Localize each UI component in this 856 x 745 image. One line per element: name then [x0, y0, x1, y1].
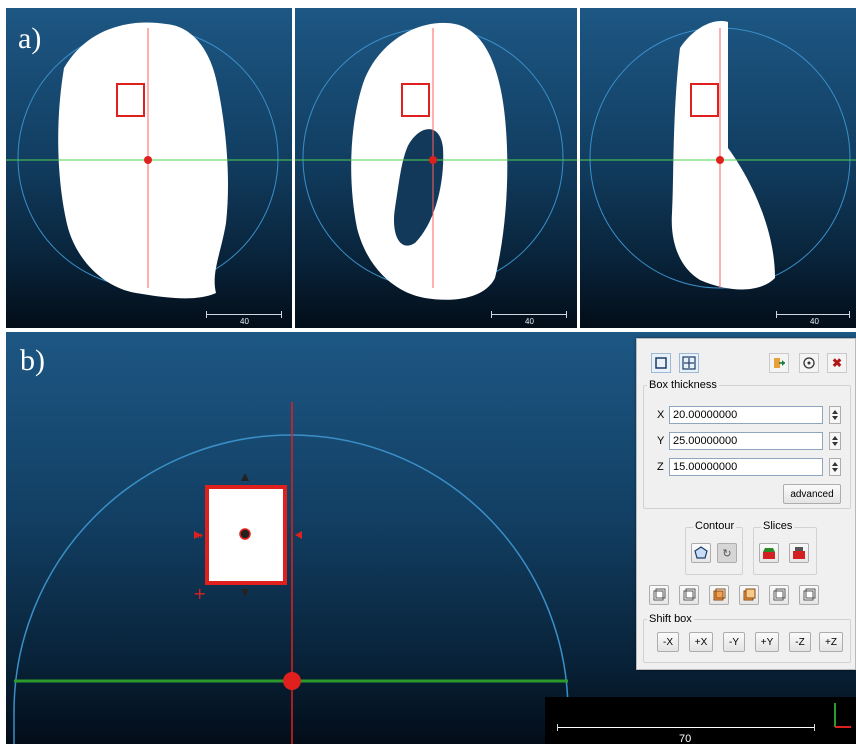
center-marker	[429, 156, 437, 164]
reset-icon[interactable]	[799, 353, 819, 373]
section-box-marker	[116, 83, 145, 117]
thickness-x-input[interactable]: 20.00000000	[669, 406, 823, 424]
field-label-z: Z	[657, 461, 664, 473]
close-icon[interactable]: ✖	[827, 353, 847, 373]
shift-plus-x-button[interactable]: +X	[689, 632, 713, 652]
view-panel-back[interactable]: 40	[295, 8, 577, 328]
handle-left	[194, 531, 201, 539]
figure-label-b: b)	[20, 344, 45, 377]
scale-bar	[776, 311, 850, 318]
thickness-z-stepper[interactable]	[829, 458, 841, 476]
field-label-x: X	[657, 409, 665, 421]
shift-minus-y-button[interactable]: -Y	[723, 632, 745, 652]
thickness-y-stepper[interactable]	[829, 432, 841, 450]
view-top-icon[interactable]	[649, 585, 669, 605]
scale-label: 40	[810, 317, 819, 326]
slice-export-icon[interactable]	[759, 543, 779, 563]
shift-plus-z-button[interactable]: +Z	[819, 632, 843, 652]
contour-title: Contour	[693, 520, 737, 532]
export-icon[interactable]	[769, 353, 789, 373]
slices-title: Slices	[761, 520, 795, 532]
box-select-icon[interactable]	[651, 353, 671, 373]
thickness-y-input[interactable]: 25.00000000	[669, 432, 823, 450]
field-label-y: Y	[657, 435, 665, 447]
axis-gizmo	[834, 703, 851, 728]
shift-plus-y-button[interactable]: +Y	[755, 632, 779, 652]
handle-right	[295, 531, 302, 539]
handle-bottom	[241, 589, 249, 597]
contour-polyline-icon[interactable]	[691, 543, 711, 563]
box-thickness-title: Box thickness	[647, 379, 719, 391]
view-left-icon[interactable]	[769, 585, 789, 605]
handle-left-glyph: ⇹	[194, 529, 203, 542]
section-view-canvas: ⇹ +	[13, 402, 569, 744]
thickness-x-stepper[interactable]	[829, 406, 841, 424]
point-cloud-back	[295, 22, 577, 300]
section-tool-dialog: ✖ Box thickness X 20.00000000 Y 25.00000…	[636, 338, 856, 670]
scale-label: 70	[679, 733, 692, 745]
thickness-z-input[interactable]: 15.00000000	[669, 458, 823, 476]
figure-label-a: a)	[18, 22, 42, 55]
shift-box-title: Shift box	[647, 613, 694, 625]
box-thickness-group	[643, 385, 851, 509]
view-panel-front[interactable]: a) 40	[6, 8, 292, 328]
point-cloud-front	[6, 22, 292, 299]
cross-marker: +	[193, 584, 206, 603]
center-marker	[716, 156, 724, 164]
point-cloud-side	[580, 21, 856, 290]
view-panel-side[interactable]: 40	[580, 8, 856, 328]
trackball-circle	[13, 434, 569, 744]
section-box-marker	[690, 83, 719, 117]
shape-silhouette	[671, 21, 775, 290]
advanced-button[interactable]: advanced	[783, 484, 841, 504]
center-marker	[283, 672, 301, 690]
box-center-handle	[239, 528, 251, 540]
center-icon[interactable]	[679, 353, 699, 373]
center-marker	[144, 156, 152, 164]
scale-bar	[557, 724, 815, 731]
view-back-icon[interactable]	[739, 585, 759, 605]
view-right-icon[interactable]	[799, 585, 819, 605]
scale-bar	[206, 311, 282, 318]
scale-label: 40	[240, 317, 249, 326]
scale-label: 40	[525, 317, 534, 326]
view-bottom-icon[interactable]	[679, 585, 699, 605]
scale-bar	[491, 311, 567, 318]
slice-multi-icon[interactable]	[789, 543, 809, 563]
shift-minus-x-button[interactable]: -X	[657, 632, 679, 652]
handle-top	[241, 473, 249, 481]
section-box-marker	[401, 83, 430, 117]
shift-box-group	[643, 619, 851, 663]
shift-minus-z-button[interactable]: -Z	[789, 632, 811, 652]
contour-unfold-icon[interactable]: ↻	[717, 543, 737, 563]
view-front-icon[interactable]	[709, 585, 729, 605]
scale-strip: 70	[545, 697, 856, 745]
